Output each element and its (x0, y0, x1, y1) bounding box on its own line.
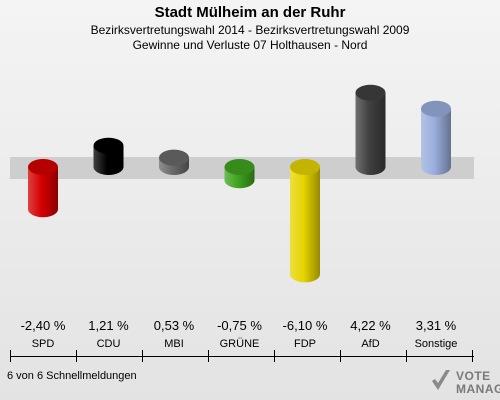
category-tick (274, 350, 275, 362)
bar-sonstige (421, 100, 451, 175)
data-label: -0,75 % (217, 318, 262, 333)
category-axis (10, 356, 474, 357)
category-tick (10, 350, 11, 362)
bar-top-cap (290, 159, 320, 175)
bar-bottom-cap (28, 201, 58, 218)
data-label: 0,53 % (153, 318, 195, 333)
bar-bottom-cap (93, 159, 124, 175)
data-label: 4,22 % (350, 318, 391, 333)
chart-subtitle-2: Gewinne und Verluste 07 Holthausen - Nor… (132, 38, 368, 52)
data-label: 3,31 % (415, 318, 457, 333)
category-tick (208, 350, 209, 362)
category-tick (340, 350, 341, 362)
category-label: AfD (361, 338, 380, 350)
bar-labels: -2,40 % SPD 1,21 % CDU 0,53 % MBI -0,75 % GRÜNE… (0, 318, 500, 358)
bar-bottom-cap (421, 159, 451, 175)
bar-mbi (159, 149, 189, 175)
category-label: CDU (96, 338, 121, 350)
logo-text-vote: VOTE (456, 369, 491, 383)
category-tick (142, 350, 143, 362)
chart-subtitle: Bezirksvertretungswahl 2014 - Bezirksver… (90, 23, 410, 37)
bar-top-cap (355, 84, 386, 101)
logo-text-manager: MANAGER (456, 382, 500, 396)
bar-top-cap (421, 100, 451, 117)
category-label: FDP (294, 338, 316, 350)
bar-grüne (224, 159, 255, 189)
bar-body (421, 108, 451, 167)
data-label: 1,21 % (88, 318, 129, 333)
bar-bottom-cap (355, 159, 386, 175)
bar-bottom-cap (290, 266, 320, 283)
footer-status: 6 von 6 Schnellmeldungen (7, 370, 137, 382)
category-label: MBI (164, 338, 184, 350)
bar-afd (355, 84, 386, 175)
bar-spd (28, 159, 58, 218)
bar-bottom-cap (224, 172, 255, 189)
category-label: SPD (31, 338, 55, 350)
bar-top-cap (93, 137, 124, 154)
bar-top-cap (28, 159, 58, 175)
votemanager-logo[interactable]: VOTE MANAGER (428, 365, 500, 400)
data-label: -6,10 % (282, 318, 328, 333)
bar-body (290, 167, 320, 275)
logo-check-icon (432, 370, 450, 390)
category-label: GRÜNE (219, 338, 260, 350)
category-label: Sonstige (414, 338, 458, 350)
bar-top-cap (224, 159, 255, 175)
category-tick (76, 350, 77, 362)
bar-body (355, 92, 386, 167)
category-tick (406, 350, 407, 362)
category-tick (472, 350, 473, 362)
chart-title: Stadt Mülheim an der Ruhr (154, 4, 346, 21)
bar-cdu (93, 137, 124, 175)
data-label: -2,40 % (20, 318, 66, 333)
bar-top-cap (159, 149, 189, 166)
bar-fdp (290, 159, 320, 283)
